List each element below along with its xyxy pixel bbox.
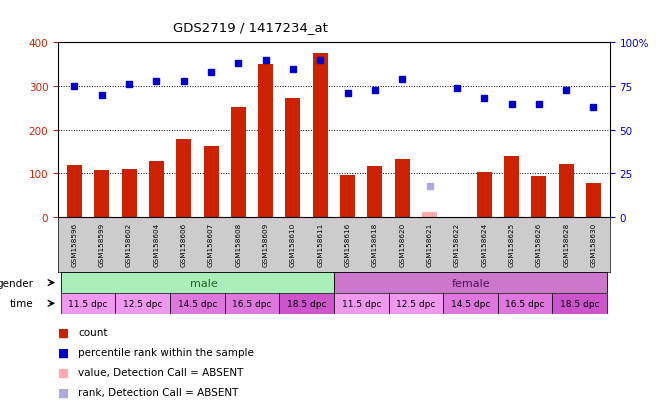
Text: GSM158608: GSM158608 bbox=[236, 222, 242, 266]
Text: time: time bbox=[10, 299, 34, 309]
Text: GSM158599: GSM158599 bbox=[99, 222, 105, 266]
Text: GSM158618: GSM158618 bbox=[372, 222, 378, 266]
Text: ■: ■ bbox=[58, 385, 69, 399]
Text: ■: ■ bbox=[58, 366, 69, 379]
Text: percentile rank within the sample: percentile rank within the sample bbox=[78, 347, 253, 357]
Bar bbox=[176, 140, 191, 218]
Text: GSM158596: GSM158596 bbox=[71, 222, 77, 266]
Bar bbox=[67, 165, 82, 218]
Text: ■: ■ bbox=[58, 346, 69, 359]
Text: GSM158626: GSM158626 bbox=[536, 222, 542, 266]
Text: 14.5 dpc: 14.5 dpc bbox=[178, 299, 217, 308]
Bar bbox=[149, 162, 164, 218]
Text: 12.5 dpc: 12.5 dpc bbox=[123, 299, 162, 308]
Text: GSM158630: GSM158630 bbox=[591, 222, 597, 266]
Text: GSM158602: GSM158602 bbox=[126, 222, 132, 266]
Text: count: count bbox=[78, 328, 108, 337]
Bar bbox=[586, 184, 601, 218]
Bar bbox=[422, 212, 437, 218]
Text: GSM158609: GSM158609 bbox=[263, 222, 269, 266]
Bar bbox=[279, 293, 334, 314]
Text: 14.5 dpc: 14.5 dpc bbox=[451, 299, 490, 308]
Text: GSM158622: GSM158622 bbox=[454, 222, 460, 266]
Text: GSM158611: GSM158611 bbox=[317, 222, 323, 266]
Text: GSM158625: GSM158625 bbox=[508, 222, 515, 266]
Bar bbox=[395, 160, 410, 218]
Bar bbox=[368, 166, 382, 218]
Bar bbox=[224, 293, 279, 314]
Bar bbox=[334, 273, 607, 293]
Text: 12.5 dpc: 12.5 dpc bbox=[396, 299, 436, 308]
Bar bbox=[203, 147, 218, 218]
Text: 18.5 dpc: 18.5 dpc bbox=[287, 299, 327, 308]
Text: 16.5 dpc: 16.5 dpc bbox=[232, 299, 272, 308]
Bar bbox=[94, 171, 110, 218]
Bar bbox=[389, 293, 444, 314]
Text: GSM158606: GSM158606 bbox=[181, 222, 187, 266]
Text: GSM158616: GSM158616 bbox=[345, 222, 350, 266]
Bar bbox=[258, 65, 273, 218]
Bar bbox=[231, 107, 246, 218]
Text: GDS2719 / 1417234_at: GDS2719 / 1417234_at bbox=[174, 21, 328, 33]
Text: 11.5 dpc: 11.5 dpc bbox=[69, 299, 108, 308]
Bar bbox=[444, 293, 498, 314]
Text: rank, Detection Call = ABSENT: rank, Detection Call = ABSENT bbox=[78, 387, 238, 397]
Text: GSM158624: GSM158624 bbox=[481, 222, 487, 266]
Text: female: female bbox=[451, 278, 490, 288]
Bar bbox=[552, 293, 607, 314]
Bar bbox=[115, 293, 170, 314]
Text: ■: ■ bbox=[58, 326, 69, 339]
Bar bbox=[558, 164, 574, 218]
Bar bbox=[61, 293, 116, 314]
Text: 16.5 dpc: 16.5 dpc bbox=[506, 299, 545, 308]
Text: 18.5 dpc: 18.5 dpc bbox=[560, 299, 599, 308]
Text: GSM158620: GSM158620 bbox=[399, 222, 405, 266]
Text: GSM158628: GSM158628 bbox=[563, 222, 569, 266]
Bar bbox=[61, 273, 334, 293]
Text: GSM158621: GSM158621 bbox=[426, 222, 432, 266]
Text: GSM158607: GSM158607 bbox=[208, 222, 214, 266]
Text: GSM158610: GSM158610 bbox=[290, 222, 296, 266]
Text: male: male bbox=[190, 278, 218, 288]
Text: GSM158604: GSM158604 bbox=[153, 222, 160, 266]
Bar bbox=[340, 176, 355, 218]
Text: 11.5 dpc: 11.5 dpc bbox=[341, 299, 381, 308]
Bar bbox=[313, 54, 328, 218]
Bar bbox=[286, 99, 300, 218]
Bar bbox=[477, 172, 492, 218]
Bar bbox=[498, 293, 552, 314]
Text: value, Detection Call = ABSENT: value, Detection Call = ABSENT bbox=[78, 367, 244, 377]
Bar bbox=[170, 293, 224, 314]
Bar bbox=[334, 293, 389, 314]
Bar bbox=[504, 157, 519, 218]
Text: gender: gender bbox=[0, 278, 34, 288]
Bar bbox=[531, 177, 546, 218]
Bar bbox=[121, 170, 137, 218]
